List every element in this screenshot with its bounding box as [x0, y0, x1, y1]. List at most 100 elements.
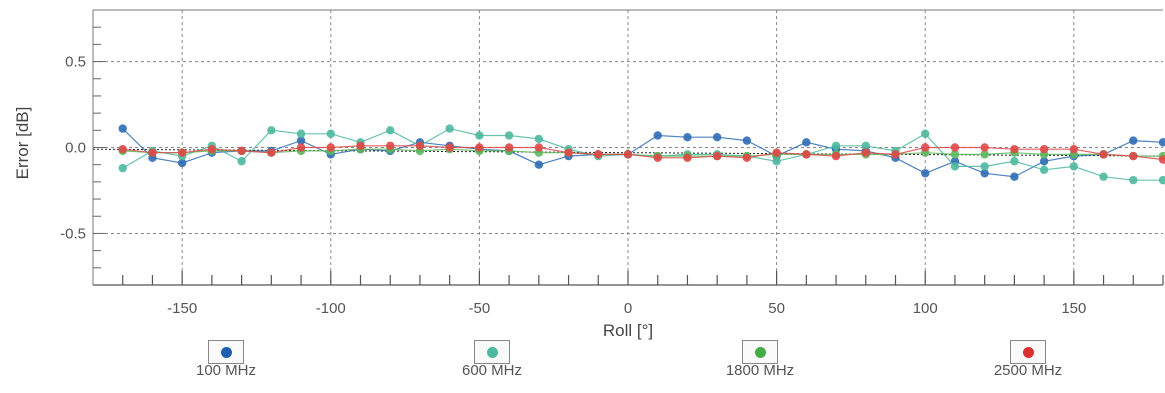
x-tick-label: -100 [316, 300, 346, 317]
data-point-100mhz [1039, 157, 1049, 166]
data-point-2500mhz [1129, 151, 1138, 161]
data-point-600mhz [1129, 175, 1138, 185]
data-point-600mhz [475, 131, 484, 140]
data-point-2500mhz [1069, 145, 1079, 154]
legend-label: 2500 MHz [993, 362, 1063, 379]
legend-label: 100 MHz [195, 362, 257, 379]
data-point-600mhz [1099, 172, 1108, 181]
data-point-2500mhz [683, 153, 692, 163]
data-point-2500mhz [861, 148, 870, 157]
grid [93, 10, 1163, 285]
data-point-2500mhz [504, 143, 514, 152]
data-point-2500mhz [326, 143, 335, 152]
legend-swatch [208, 340, 244, 364]
data-point-600mhz [1010, 157, 1019, 166]
data-point-2500mhz [594, 150, 603, 159]
data-point-2500mhz [445, 143, 454, 152]
data-point-2500mhz [712, 151, 722, 161]
data-point-2500mhz [534, 143, 544, 152]
data-point-100mhz [683, 132, 692, 142]
data-point-2500mhz [950, 143, 960, 152]
data-point-600mhz [386, 126, 395, 135]
legend-swatch [742, 340, 778, 364]
data-point-600mhz [326, 129, 335, 138]
data-point-100mhz [118, 124, 127, 133]
data-point-600mhz [861, 141, 870, 150]
x-tick-label: -50 [469, 300, 491, 317]
data-point-2500mhz [296, 143, 306, 152]
data-point-2500mhz [1010, 145, 1019, 154]
data-point-600mhz [1039, 165, 1049, 175]
legend-marker-icon [220, 346, 232, 358]
data-point-600mhz [1158, 175, 1165, 185]
legend-item-100mhz: 100 MHz [166, 340, 286, 379]
legend-swatch [1010, 340, 1046, 364]
data-point-100mhz [712, 132, 722, 142]
data-point-2500mhz [475, 143, 484, 152]
data-point-2500mhz [831, 151, 841, 161]
data-point-600mhz [504, 131, 514, 140]
data-point-1800mhz [980, 150, 989, 159]
data-point-100mhz [534, 160, 544, 169]
y-tick-label: 0.5 [65, 54, 86, 71]
legend-item-2500mhz: 2500 MHz [968, 340, 1088, 379]
data-point-600mhz [831, 141, 841, 150]
data-point-100mhz [921, 169, 930, 178]
data-point-600mhz [445, 124, 454, 133]
data-point-100mhz [1129, 136, 1138, 145]
data-point-1800mhz [950, 150, 960, 159]
legend-swatch [474, 340, 510, 364]
data-point-2500mhz [267, 148, 276, 157]
series-line-1800mhz [122, 148, 1163, 157]
data-point-2500mhz [386, 141, 395, 150]
legend-item-600mhz: 600 MHz [432, 340, 552, 379]
y-axis-title: Error [dB] [13, 107, 32, 180]
series-line-2500mhz [122, 145, 1164, 161]
data-point-2500mhz [356, 141, 365, 150]
series-line-100mhz [122, 128, 1164, 178]
y-tick-labels: -0.5 0.0 0.5 [60, 54, 86, 243]
y-tick-label: 0.0 [65, 140, 86, 157]
legend-marker-icon [754, 346, 766, 358]
data-point-2500mhz [237, 146, 246, 156]
data-point-2500mhz [118, 145, 127, 154]
data-point-2500mhz [177, 148, 187, 157]
series-line-600mhz [122, 127, 1163, 181]
data-point-100mhz [296, 136, 306, 145]
series-layer [118, 124, 1165, 185]
data-point-2500mhz [415, 141, 425, 150]
legend-marker-icon [486, 346, 498, 358]
data-point-100mhz [177, 158, 187, 168]
data-point-2500mhz [207, 145, 217, 154]
legend-item-1800mhz: 1800 MHz [700, 340, 820, 379]
data-point-2500mhz [772, 148, 781, 157]
data-point-2500mhz [891, 150, 900, 159]
data-point-2500mhz [653, 153, 662, 163]
data-point-600mhz [980, 162, 989, 171]
data-point-2500mhz [623, 150, 633, 159]
data-point-600mhz [534, 134, 544, 144]
data-point-2500mhz [921, 143, 930, 152]
x-tick-labels: -150 -100 -50 0 50 100 150 [167, 300, 1086, 317]
x-tick-label: 50 [768, 300, 785, 317]
legend-marker-icon [1022, 346, 1034, 358]
x-tick-label: 150 [1061, 300, 1086, 317]
data-point-100mhz [1158, 138, 1165, 147]
legend-label: 1800 MHz [725, 362, 795, 379]
data-point-600mhz [237, 157, 246, 166]
data-point-600mhz [950, 162, 960, 171]
series-600mhz [118, 124, 1165, 185]
data-point-600mhz [296, 129, 306, 138]
data-point-600mhz [772, 157, 781, 166]
series-2500mhz [118, 141, 1165, 164]
x-tick-label: -150 [167, 300, 197, 317]
data-point-600mhz [118, 163, 127, 173]
x-axis-title: Roll [°] [603, 321, 653, 340]
data-point-2500mhz [742, 153, 752, 163]
data-point-100mhz [1010, 172, 1019, 181]
x-tick-label: 100 [913, 300, 938, 317]
data-point-600mhz [921, 129, 930, 138]
data-point-100mhz [742, 136, 752, 145]
data-point-600mhz [267, 126, 276, 135]
data-point-2500mhz [1099, 150, 1108, 159]
